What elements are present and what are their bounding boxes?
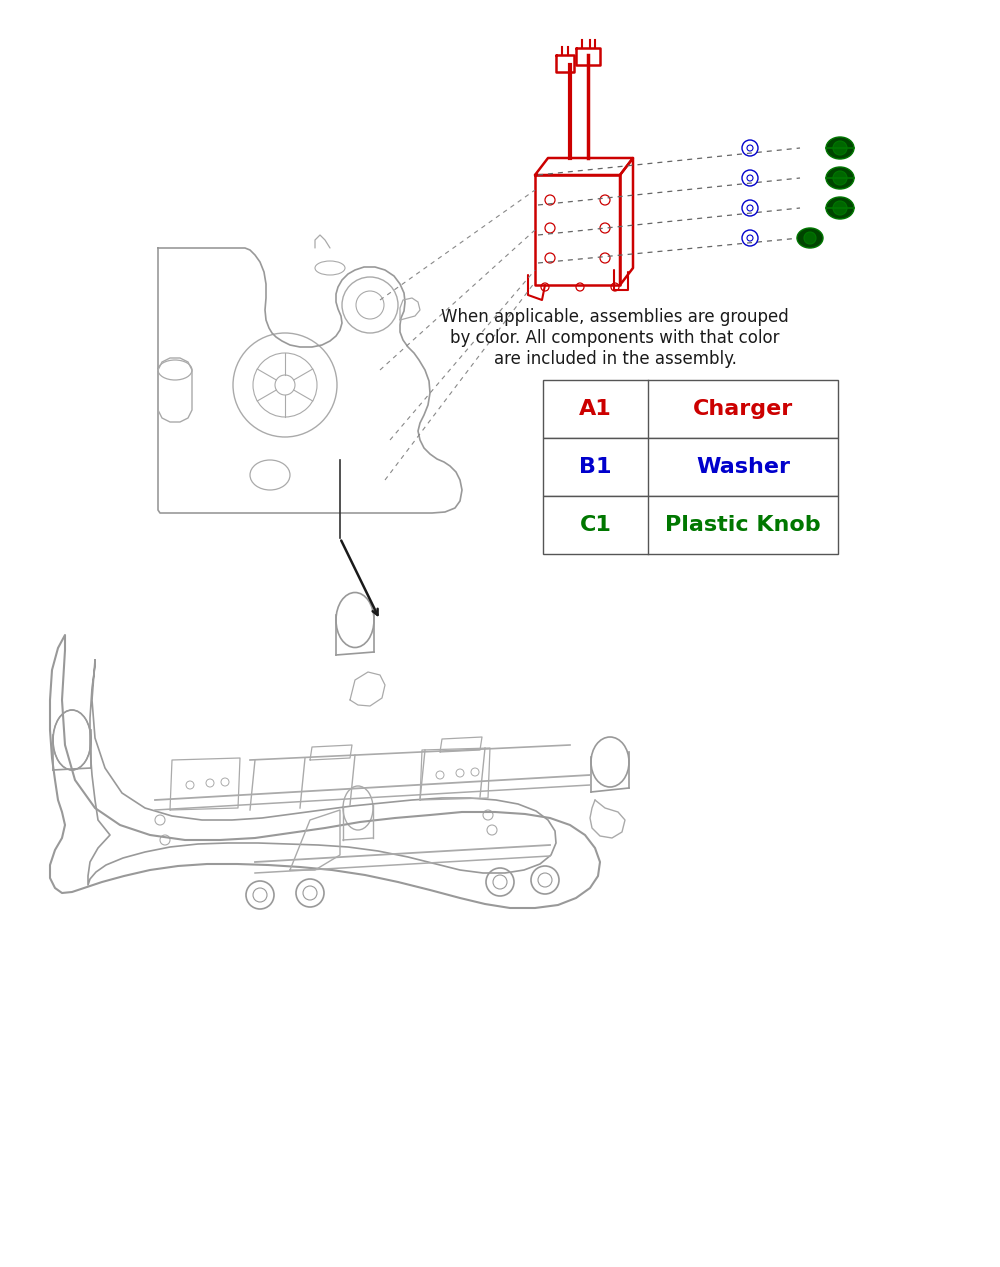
Text: Charger: Charger	[693, 399, 793, 419]
Text: When applicable, assemblies are grouped
by color. All components with that color: When applicable, assemblies are grouped …	[441, 308, 789, 367]
Circle shape	[833, 201, 847, 215]
Ellipse shape	[826, 137, 854, 158]
Text: A1: A1	[579, 399, 612, 419]
Text: B1: B1	[579, 457, 612, 476]
Circle shape	[833, 141, 847, 155]
Ellipse shape	[826, 196, 854, 219]
Text: Washer: Washer	[696, 457, 790, 476]
Bar	[543, 438, 838, 495]
Bar	[543, 380, 838, 438]
Ellipse shape	[797, 228, 823, 248]
Bar	[543, 495, 838, 554]
Text: C1: C1	[580, 514, 611, 535]
Circle shape	[833, 171, 847, 185]
Text: Plastic Knob: Plastic Knob	[665, 514, 821, 535]
Ellipse shape	[826, 167, 854, 189]
Circle shape	[804, 232, 816, 245]
